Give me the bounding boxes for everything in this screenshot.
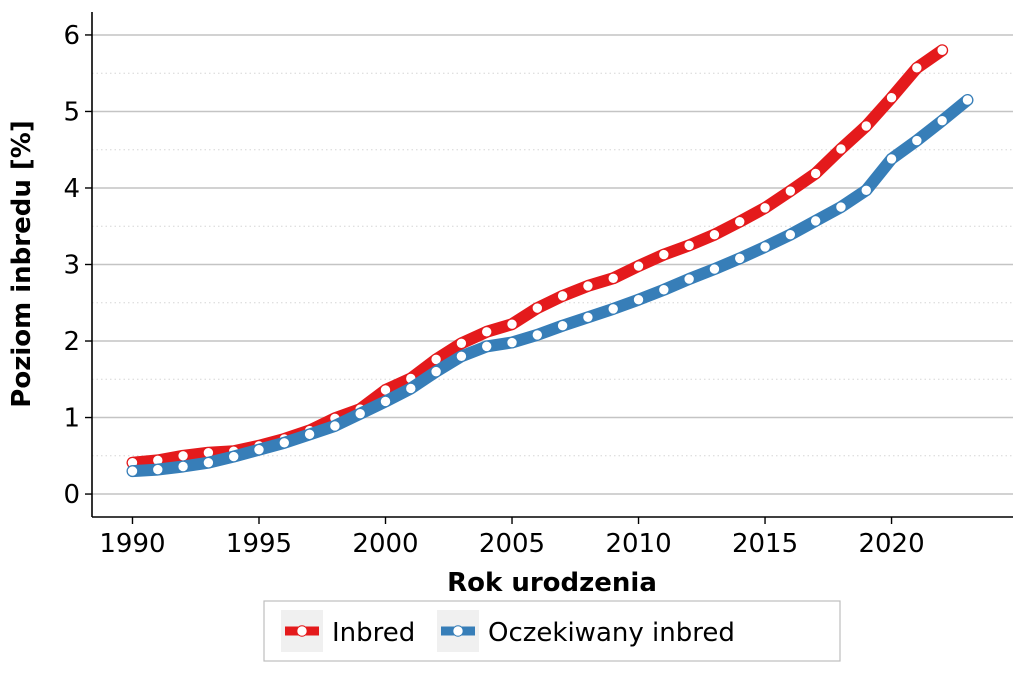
x-tick-label: 2015: [732, 529, 798, 559]
data-point: [809, 215, 822, 227]
data-point: [506, 318, 518, 330]
data-point: [835, 143, 847, 155]
data-point: [506, 336, 518, 349]
x-tick-label: 2000: [352, 529, 418, 559]
series-1: [126, 44, 949, 469]
data-point: [759, 202, 771, 214]
data-point: [607, 272, 619, 284]
data-point: [152, 463, 164, 476]
data-point: [734, 252, 746, 265]
x-tick-label: 1990: [99, 529, 165, 559]
data-point: [784, 185, 797, 197]
data-point: [835, 201, 847, 213]
legend-label: Oczekiwany inbred: [488, 618, 735, 648]
data-point: [582, 280, 594, 292]
data-point: [379, 395, 392, 408]
series-line: [126, 94, 974, 478]
data-point: [430, 353, 442, 366]
data-point: [430, 365, 442, 378]
data-point: [354, 408, 366, 420]
y-tick-label: 2: [63, 327, 80, 357]
data-point: [936, 114, 948, 127]
data-point: [607, 303, 619, 315]
data-point: [683, 273, 695, 285]
axes: [85, 12, 1013, 524]
y-axis-title: Poziom inbredu [%]: [7, 120, 37, 407]
data-point: [531, 302, 544, 314]
data-point: [885, 91, 898, 104]
gridlines: [92, 34, 1013, 495]
data-point: [126, 465, 139, 477]
legend-label: Inbred: [332, 618, 415, 648]
series-layer: [126, 44, 974, 478]
data-point: [481, 340, 493, 353]
series-2: [126, 94, 974, 478]
data-point: [911, 62, 923, 74]
y-tick-label: 3: [63, 251, 80, 281]
data-point: [329, 420, 341, 432]
y-tick-label: 5: [63, 97, 80, 127]
data-point: [177, 460, 189, 473]
data-point: [885, 153, 898, 165]
x-tick-label: 2010: [605, 529, 671, 559]
data-point: [177, 450, 189, 462]
data-point: [936, 44, 948, 56]
tick-labels: 0 1 2 3 4 5 6 1990 1995 2000 2005 2010 2015 2020: [63, 21, 924, 559]
data-point: [632, 260, 645, 272]
data-point: [556, 320, 569, 332]
y-tick-label: 4: [63, 174, 80, 204]
x-tick-label: 1995: [226, 529, 292, 559]
data-point: [481, 326, 493, 338]
x-axis-title: Rok urodzenia: [447, 568, 657, 598]
data-point: [253, 443, 265, 456]
x-tick-label: 2005: [479, 529, 545, 559]
data-point: [202, 456, 215, 469]
data-point: [759, 241, 771, 253]
legend-key-marker: [296, 625, 308, 637]
x-tick-label: 2020: [858, 529, 924, 559]
y-tick-label: 1: [63, 404, 80, 434]
data-point: [860, 184, 872, 196]
data-point: [860, 120, 872, 132]
data-point: [455, 350, 468, 363]
legend-box: [263, 600, 841, 662]
data-point: [303, 428, 316, 441]
data-point: [455, 337, 468, 350]
data-point: [405, 382, 417, 395]
data-point: [658, 248, 670, 261]
data-point: [961, 94, 974, 106]
data-point: [531, 329, 544, 341]
data-point: [809, 167, 822, 180]
y-tick-label: 0: [63, 480, 80, 510]
data-point: [278, 437, 290, 449]
data-point: [556, 290, 569, 302]
data-point: [632, 293, 645, 306]
data-point: [708, 228, 721, 241]
data-point: [708, 263, 721, 275]
data-point: [582, 311, 594, 323]
legend-key-marker: [452, 625, 464, 637]
legend: Inbred Oczekiwany inbred: [263, 600, 841, 662]
data-point: [658, 284, 670, 296]
data-point: [911, 134, 923, 147]
data-point: [784, 228, 797, 241]
data-point: [683, 239, 695, 252]
data-point: [227, 450, 240, 463]
data-point: [734, 215, 746, 228]
y-tick-label: 6: [63, 21, 80, 51]
